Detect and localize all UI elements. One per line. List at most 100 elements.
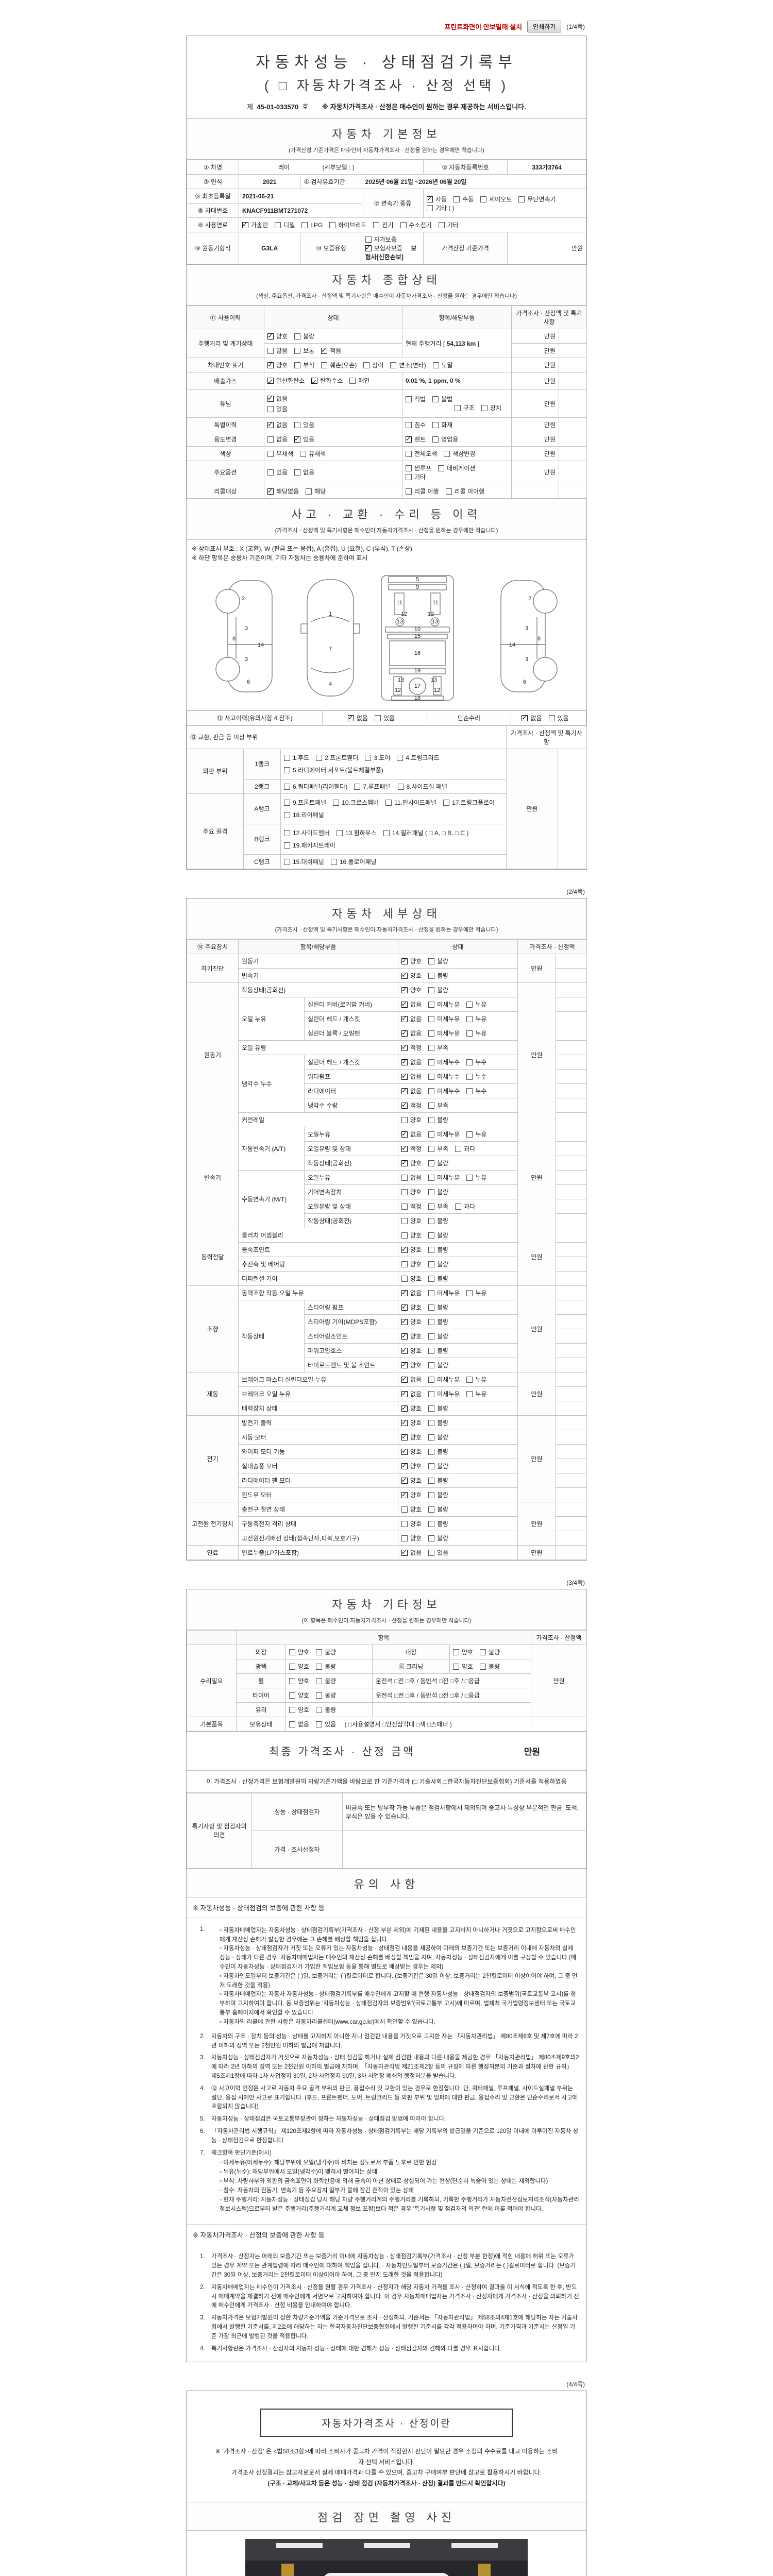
checkbox [401,1548,408,1556]
checkbox [284,858,290,865]
checkbox [289,1692,295,1699]
detail-row: 작동상태(공회전) 양호 불량 [187,1155,587,1171]
check-item-label: 원동기 [238,953,399,969]
checkbox [397,783,404,790]
option-label: 양호 [410,1332,422,1340]
check-item-label: 오일누유 [304,1170,399,1185]
check-item-label: 오일유량 및 상태 [304,1198,399,1214]
checkbox [401,1245,408,1253]
overall-condition-table: ⑪ 사용이력 상태 항목/해당부품 가격조사 · 산정액 및 특기사항 주행거리… [187,306,587,499]
checkbox [316,754,323,761]
check-item-options: 없음 미세누수 누수 [398,1083,518,1098]
checkbox [401,1174,408,1181]
detail-row: 동력전달 클러치 어셈블리 양호 불량 만원 [187,1227,587,1286]
checkbox-option: 없음 [401,1000,422,1009]
checkbox [321,346,328,354]
checkbox-option: 양호 [401,1476,422,1485]
opinion-row-label: 성능 · 상태점검자 [251,1792,343,1831]
checkbox-option: 불량 [428,1418,448,1427]
check-item-options: 양호 불량 [398,1299,518,1315]
price-blank [558,460,587,484]
option-label: 세미오토 [489,195,512,203]
price-blank [511,483,559,499]
checkbox-option: 상이 [363,361,383,369]
registration-number: 333가3764 [507,160,586,175]
option-label: 불량 [437,1477,449,1484]
detail-row: 워터펌프 없음 미세누수 누수 [187,1069,587,1084]
print-button[interactable]: 인쇄하기 [527,21,562,32]
checkbox [401,1303,408,1311]
price-blank [556,1415,587,1430]
price-blank [558,372,587,390]
option-label: 있음 [303,421,315,429]
checkbox [428,1492,435,1498]
option-label: 무채색 [276,450,294,457]
option-label: 적정 [410,1044,422,1052]
checkbox [428,1290,435,1296]
caution-text: 자동차가격은 보험개발원이 정한 차량기준가액을 기준가격으로 조사 · 산정하… [211,2315,578,2340]
car-name-value: 레이 (세부모델 : ) [239,160,424,175]
checkbox [267,450,274,457]
panel-number-label: 4 [329,681,332,687]
checkbox-option: 있음 [428,1548,448,1557]
check-item-label: 변속기 [238,968,399,983]
price-blank [556,1487,587,1502]
option-label: 11.인사이드패널 [394,799,437,806]
option-label: 없음 [410,1376,422,1383]
option-label: 영업용 [441,435,459,443]
section-cautions: 유의 사항 [187,1868,586,1897]
checkbox-option: 적정 [401,1202,422,1211]
simple-repair-options: 없음 있음 [511,710,586,725]
field-label: ⑧ 사용연료 [187,217,239,232]
option-label: 미세누유 [437,1289,460,1297]
checkbox-option: 양호 [401,1274,422,1283]
checkbox [401,1275,408,1282]
check-item-label: 충전구 절연 상태 [238,1501,399,1517]
option-label: 불량 [437,1116,449,1124]
checkbox-option: 양호 [401,1188,422,1196]
checkbox-option: 불량 [428,1231,448,1240]
check-item-label: 디퍼렌셜 기어 [238,1270,399,1286]
sub-label: 타이어 [236,1687,286,1703]
option-label: 전기 [382,222,394,229]
checkbox [267,469,274,476]
price-blank [556,1126,587,1142]
device-group-label: 변속기 [187,1126,239,1228]
option-label: 9.프론트패널 [293,799,327,806]
checkbox [432,436,439,443]
option-label: 불량 [437,957,449,965]
checkbox-option: 불량 [316,1676,336,1685]
row-label: 기본품목 [187,1716,237,1732]
page-marker-2: (2/4쪽) [566,888,585,895]
checkbox [401,1389,408,1398]
price-blank [556,1011,587,1026]
opinion-row-label: 가격 · 조사산정자 [251,1830,343,1869]
option-label: 불량 [437,1491,449,1499]
install-link[interactable]: 프린트화면이 안보일때 설치 [444,23,523,31]
detail-row: 실린더 블록 / 오일팬 없음 미세누유 누유 [187,1025,587,1041]
option-label: 없음 [298,1720,310,1728]
checkbox-option: 영업용 [432,435,458,444]
option-label: 수소전기 [409,222,432,229]
checkbox-option: 없음 [401,1087,422,1095]
option-label: 불량 [325,1677,337,1685]
option-label: 적음 [330,347,342,354]
checkbox-option: 미세누유 [428,1130,460,1139]
checkbox-option: 불량 [428,1447,448,1456]
checkbox-option: 양호 [401,1159,422,1167]
rank2-options: 6.쿼터패널(리어휀다) 7.루프패널 8.사이드실 패널 [280,778,507,794]
empty-cell [372,1702,532,1717]
panel-number-label: 12 [434,687,440,693]
device-group-label: 전기 [187,1415,239,1502]
check-item-options: 양호 불량 [398,1357,518,1372]
col-header: 항목/해당부품 [238,939,399,954]
document-title-block: 자동차성능 · 상태점검기록부 ( □ 자동차가격조사 · 산정 선택 ) 제 … [187,36,586,118]
emission-values: 0.01 %, 1 ppm, 0 % [402,372,512,390]
checkbox-option: 불량 [294,332,314,341]
checkbox [427,205,433,211]
checkbox [289,1677,295,1684]
check-item-options: 양호 불량 [398,1343,518,1358]
panel-number-label: 13 [432,619,438,625]
checkbox-option: 무채색 [267,449,293,458]
